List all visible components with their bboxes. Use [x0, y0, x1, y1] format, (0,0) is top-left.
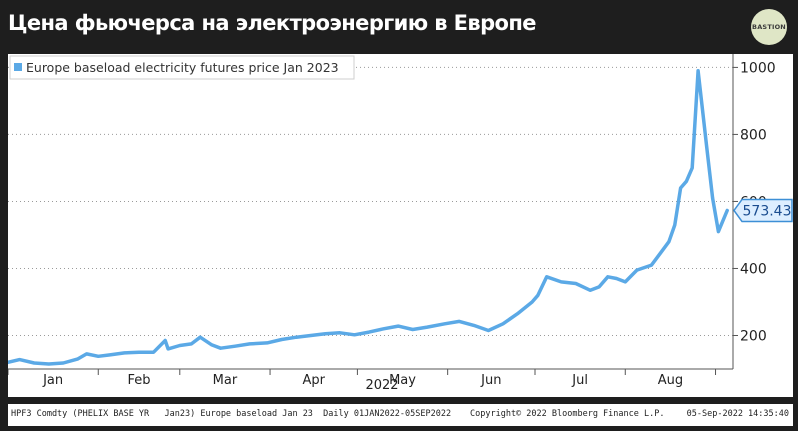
- x-tick-label: Jul: [571, 373, 588, 388]
- bastion-logo: BASTION: [751, 9, 787, 45]
- x-tick-label: Apr: [302, 373, 325, 388]
- series-line: [6, 69, 729, 366]
- last-value-tag: 573.43: [733, 198, 793, 223]
- y-tick-label: 200: [740, 328, 767, 344]
- y-tick-label: 400: [740, 261, 767, 277]
- x-tick-label: Jun: [480, 373, 501, 388]
- y-tick-label: 800: [740, 127, 767, 143]
- x-tick-label: Jan: [42, 373, 63, 388]
- footer: HPF3 Comdty (PHELIX BASE YR Jan23) Europ…: [8, 404, 793, 426]
- legend-swatch: [14, 63, 22, 71]
- footer-copyright: Copyright© 2022 Bloomberg Finance L.P.: [470, 409, 665, 419]
- logo-text: BASTION: [752, 23, 786, 31]
- footer-timestamp: 05-Sep-2022 14:35:40: [686, 409, 789, 419]
- legend: Europe baseload electricity futures pric…: [9, 55, 355, 80]
- legend-label: Europe baseload electricity futures pric…: [26, 60, 339, 75]
- x-tick-label: Feb: [128, 373, 151, 388]
- footer-source: HPF3 Comdty (PHELIX BASE YR Jan23) Europ…: [11, 409, 452, 419]
- last-value-label: 573.43: [743, 203, 792, 219]
- x-tick-label: Aug: [658, 373, 683, 388]
- x-tick-label: Mar: [213, 373, 238, 388]
- page-title: Цена фьючерса на электроэнергию в Европе: [8, 11, 537, 35]
- year-label: 2022: [365, 378, 398, 393]
- last-value-box: [733, 198, 793, 223]
- x-tick-label: May: [389, 373, 416, 388]
- y-tick-label: 1000: [740, 60, 776, 76]
